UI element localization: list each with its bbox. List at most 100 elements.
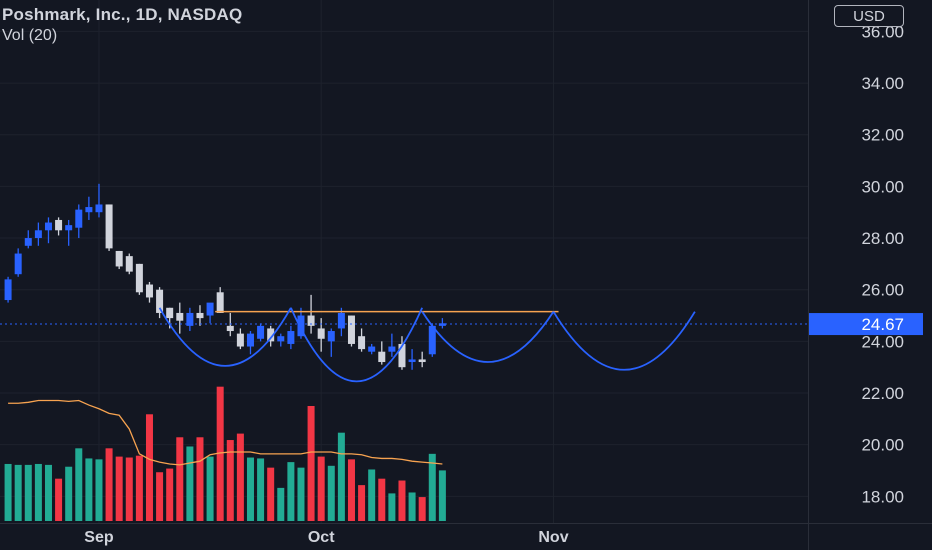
volume-bar [236,433,244,521]
candle-body [206,302,214,316]
volume-bar [267,467,275,521]
cup-curve [421,311,555,363]
candle-body [418,359,426,363]
volume-bar [135,455,143,521]
price-tick-label: 26.00 [861,281,904,300]
candle-body [246,333,254,347]
price-tick-label: 22.00 [861,384,904,403]
candle-body [236,333,244,347]
candle-body [186,312,194,326]
volume-bar [438,470,446,521]
volume-bar [378,478,386,521]
candle-body [105,204,113,249]
candle-body [115,250,123,267]
price-tick-label: 34.00 [861,74,904,93]
volume-bar [95,459,103,521]
volume-bar [34,463,42,521]
volume-bar [226,440,234,521]
volume-bar [307,406,315,521]
volume-bar [145,414,153,521]
volume-bar [176,437,184,521]
candle-body [297,315,305,337]
candle-body [317,328,325,339]
candle-body [65,225,73,231]
volume-bar [297,467,305,521]
volume-indicator-label[interactable]: Vol (20) [2,27,58,44]
candle-body [14,253,22,275]
candle-body [75,209,83,228]
candle-body [378,351,386,363]
volume-bar [257,458,265,521]
volume-bars [4,386,446,521]
candle-body [438,323,446,326]
volume-bar [287,462,295,521]
candle-body [196,312,204,319]
last-price-label: 24.67 [861,315,904,334]
time-tick-label: Nov [538,529,568,546]
candle-body [398,343,406,368]
candle-body [347,315,355,344]
candle-body [337,312,345,329]
candle-body [145,284,153,298]
candle-body [257,325,265,339]
cup-curve [552,311,696,371]
last-price-badge [809,313,923,336]
candle-body [34,230,42,239]
price-tick-label: 28.00 [861,229,904,248]
volume-bar [337,432,345,521]
candle-body [368,346,376,352]
candle-body [135,263,143,293]
cup-curve [290,307,424,383]
cup-curve [158,307,292,367]
candle-body [408,359,416,363]
volume-bar [125,457,133,521]
volume-bar [428,453,436,521]
candle-body [24,238,32,246]
candle-body [267,328,275,342]
grid-lines [0,0,808,523]
volume-bar [368,469,376,521]
volume-bar [14,464,22,521]
currency-button[interactable]: USD [834,5,904,27]
volume-bar [216,386,224,521]
volume-bar [75,448,83,521]
volume-bar [347,459,355,521]
candles [4,183,446,370]
volume-bar [85,458,93,521]
candle-body [176,312,184,321]
volume-bar [24,464,32,521]
volume-bar [166,468,174,521]
price-tick-label: 30.00 [861,177,904,196]
candle-body [428,325,436,355]
volume-bar [55,478,63,521]
time-tick-label: Oct [308,529,335,546]
candle-body [287,331,295,344]
volume-bar [206,456,214,521]
volume-bar [398,480,406,521]
candle-body [358,336,366,350]
candle-body [226,325,234,332]
price-tick-label: 20.00 [861,436,904,455]
candle-body [55,219,63,231]
candle-body [156,289,164,313]
volume-bar [327,465,335,521]
symbol-title[interactable]: Poshmark, Inc., 1D, NASDAQ [2,5,243,24]
candle-body [85,207,93,213]
price-tick-label: 24.00 [861,332,904,351]
volume-bar [4,463,12,521]
candle-body [125,256,133,272]
volume-bar [186,446,194,521]
volume-bar [408,492,416,521]
time-tick-label: Sep [84,529,114,546]
candle-body [216,292,224,313]
volume-bar [196,437,204,521]
candle-body [44,222,52,231]
volume-bar [105,448,113,521]
volume-bar [317,456,325,521]
candle-body [95,204,103,213]
price-tick-label: 36.00 [861,22,904,41]
volume-bar [358,485,366,521]
volume-bar [44,464,52,521]
